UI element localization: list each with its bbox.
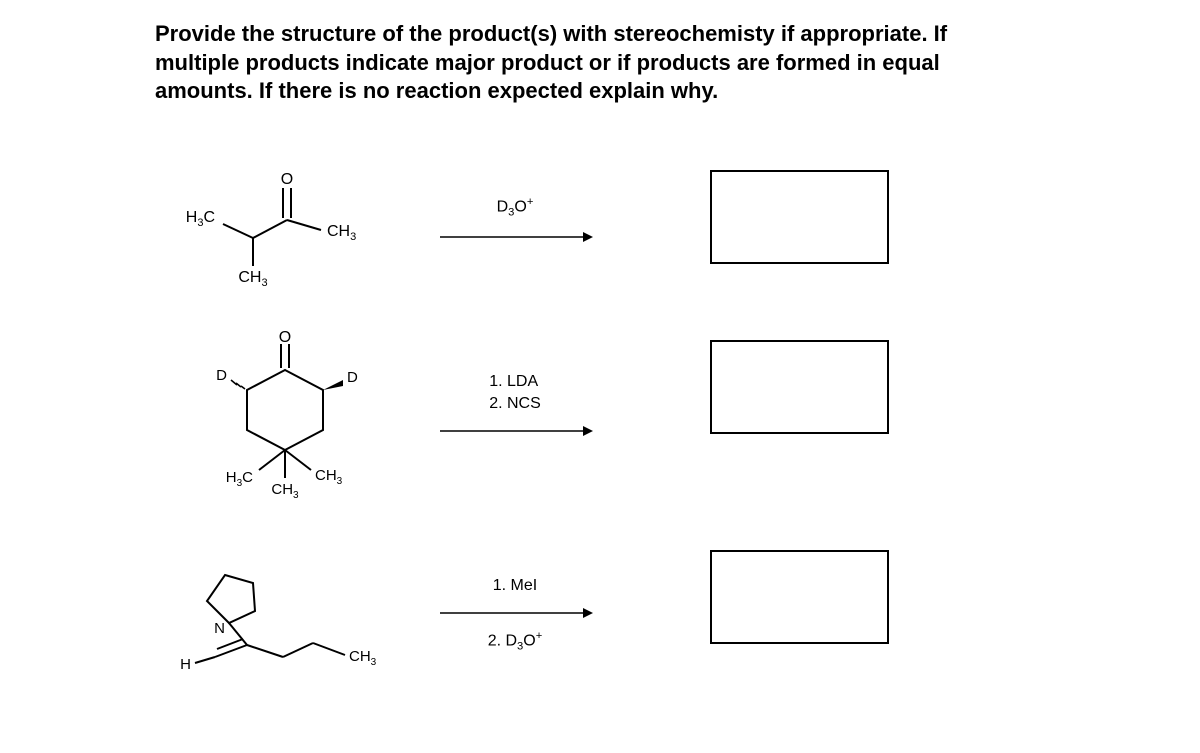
structure-3: N H CH3 [155,540,415,690]
svg-text:D: D [216,367,227,384]
reagent-3-above: 1. MeI [493,575,537,597]
svg-text:CH3: CH3 [271,481,299,501]
svg-text:O: O [281,171,293,188]
svg-text:N: N [214,620,225,637]
reaction-row-3: N H CH3 1. MeI 2. D3O+ [155,540,1055,690]
svg-text:D: D [347,369,358,386]
svg-text:O: O [279,330,291,346]
svg-text:CH3: CH3 [349,648,377,668]
reaction-arrow-1 [435,227,595,247]
reagent-1: D3O+ [415,160,615,310]
svg-text:CH3: CH3 [315,467,343,487]
reagent-3: 1. MeI 2. D3O+ [415,540,615,690]
reaction-row-1: O H3C CH3 CH3 D3O+ [155,160,1055,310]
svg-text:H3C: H3C [186,209,215,229]
reaction-arrow-3 [435,603,595,623]
worksheet-page: Provide the structure of the product(s) … [0,0,1200,753]
reagent-2: 1. LDA2. NCS [415,330,615,510]
structure-1: O H3C CH3 CH3 [155,160,415,310]
reaction-arrow-2 [435,421,595,441]
answer-box-3[interactable] [710,550,889,644]
structure-2: O D D H3C CH3 CH3 [155,330,415,510]
reagent-1-above: D3O+ [497,195,534,221]
svg-text:H3C: H3C [226,469,253,489]
svg-text:CH3: CH3 [327,223,356,243]
answer-box-2[interactable] [710,340,889,434]
question-prompt: Provide the structure of the product(s) … [155,20,955,106]
reaction-row-2: O D D H3C CH3 CH3 1. LDA2. NCS [155,330,1055,510]
svg-text:CH3: CH3 [238,269,267,289]
reagent-2-above: 1. LDA2. NCS [489,371,541,414]
answer-box-1[interactable] [710,170,889,264]
svg-text:H: H [180,656,191,673]
reagent-3-below: 2. D3O+ [488,629,543,655]
